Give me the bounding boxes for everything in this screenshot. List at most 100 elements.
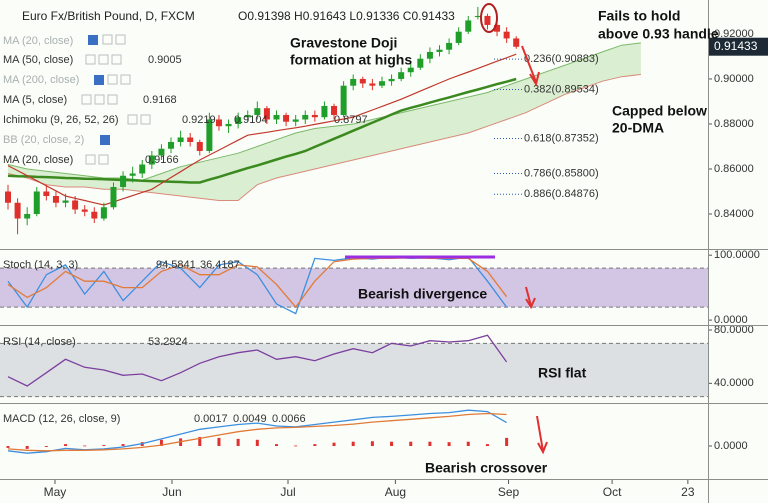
legend-label: MA (20, close) — [3, 154, 73, 166]
last-price-label: 0.91433 — [714, 39, 758, 53]
fib-label: 0.618(0.87352) — [524, 132, 599, 144]
icon — [85, 54, 96, 65]
doji-circle — [480, 3, 498, 33]
panel-title: RSI (14, close) — [3, 336, 76, 348]
icon — [127, 114, 138, 125]
candle-body — [513, 38, 520, 47]
candle-body — [398, 72, 405, 79]
icon — [107, 74, 118, 85]
legend-value: 0.8797 — [334, 114, 368, 126]
candle-body — [417, 58, 424, 68]
candle-body — [235, 117, 242, 124]
candle-body — [244, 114, 251, 118]
y-tick-label: 0.90000 — [714, 73, 754, 85]
annotation: above 0.93 handle — [598, 26, 719, 42]
legend-value: 0.9104 — [234, 114, 268, 126]
annotation: Bearish crossover — [425, 460, 548, 476]
candle-body — [254, 108, 261, 115]
legend-value: 94.5841 — [156, 259, 196, 271]
histogram-bar — [294, 445, 298, 447]
y-tick-label: 100.0000 — [714, 249, 760, 261]
histogram-bar — [83, 445, 87, 447]
ma-line — [7, 77, 517, 184]
legend-value: 0.0049 — [233, 413, 267, 425]
annotation: Capped below — [612, 103, 707, 119]
candle-body — [446, 42, 453, 50]
candle-body — [350, 78, 357, 86]
candle-body — [302, 114, 309, 120]
histogram-bar — [447, 442, 451, 447]
legend-value: 0.9166 — [145, 154, 179, 166]
annotation: 20-DMA — [612, 120, 664, 136]
x-tick-label: Oct — [603, 485, 622, 499]
legend-value: 0.9005 — [148, 54, 182, 66]
annotation: Bearish divergence — [358, 286, 487, 302]
icon — [81, 94, 92, 105]
candle-body — [465, 20, 472, 32]
icon — [94, 75, 104, 85]
histogram-bar — [274, 444, 278, 447]
histogram-bar — [6, 446, 10, 448]
y-tick-label: 0.0000 — [714, 440, 748, 452]
icon — [115, 34, 126, 45]
arrow — [521, 45, 540, 87]
candle-body — [331, 105, 338, 115]
candle-body — [407, 67, 414, 73]
legend-value: 0.9219 — [182, 114, 216, 126]
candle-body — [5, 191, 11, 203]
candle-body — [283, 114, 290, 122]
histogram-bar — [25, 446, 29, 449]
icon — [94, 94, 105, 105]
cloud-edge — [7, 42, 641, 181]
candle-body — [263, 108, 270, 120]
candle-body — [72, 200, 79, 210]
arrow — [536, 415, 548, 455]
legend-label: Ichimoku (9, 26, 52, 26) — [3, 114, 119, 126]
icon — [100, 135, 110, 145]
candle-body — [14, 202, 21, 219]
legend-inactive: MA (200, close) — [3, 74, 79, 86]
fib-label: 0.382(0.89534) — [524, 83, 599, 95]
annotation: Gravestone Doji — [290, 35, 397, 51]
icon — [85, 154, 96, 165]
icon — [107, 94, 118, 105]
candle-body — [494, 24, 501, 32]
candle-body — [484, 15, 491, 25]
histogram-bar — [351, 441, 355, 447]
histogram-bar — [409, 441, 413, 447]
candle-body — [168, 141, 175, 149]
candle-body — [62, 200, 69, 203]
histogram-bar — [332, 442, 336, 447]
histogram-bar — [428, 441, 432, 447]
candle-body — [129, 173, 136, 176]
candle-body — [436, 49, 443, 52]
histogram-bar — [102, 445, 106, 447]
y-tick-label: 80.0000 — [714, 324, 754, 336]
y-tick-label: 40.0000 — [714, 377, 754, 389]
candle-body — [321, 105, 328, 118]
arrow — [525, 286, 536, 310]
x-tick-label: May — [44, 485, 67, 499]
y-tick-label: 0.0000 — [714, 314, 748, 326]
candle-body — [100, 207, 107, 219]
candle-body — [43, 191, 50, 197]
candle-body — [311, 114, 318, 118]
legend-value: 0.0066 — [272, 413, 306, 425]
candle-body — [206, 119, 213, 151]
candle-body — [388, 78, 395, 82]
histogram-bar — [485, 444, 489, 447]
y-tick-label: 0.84000 — [714, 208, 754, 220]
legend-value: 0.9168 — [143, 94, 177, 106]
band — [0, 343, 708, 397]
y-tick-label: 0.88000 — [714, 118, 754, 130]
candle-body — [369, 83, 376, 86]
annotation: RSI flat — [538, 365, 587, 381]
legend-icons — [81, 34, 151, 165]
histogram-bar — [505, 437, 509, 447]
candle-body — [503, 31, 510, 39]
legend-inactive: BB (20, close, 2) — [3, 134, 84, 146]
annotation: Fails to hold — [598, 8, 680, 24]
fib-label: 0.236(0.90883) — [524, 53, 599, 65]
